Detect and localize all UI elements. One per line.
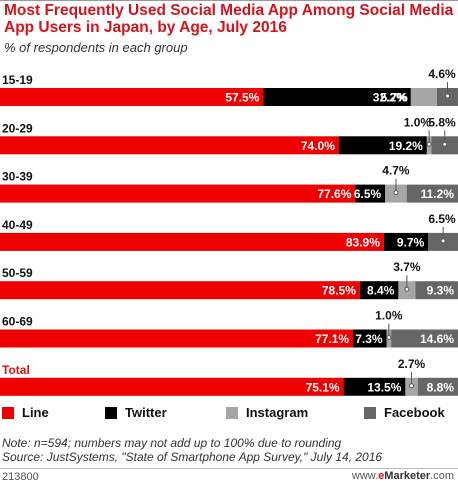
data-label-instagram-30-39: 4.7% — [382, 164, 410, 178]
category-label-40-49: 40-49 — [2, 218, 33, 232]
brand-main: Marketer — [384, 470, 431, 482]
category-label-total: Total — [2, 363, 30, 377]
leader-dot-instagram-30-39 — [393, 190, 399, 196]
data-label-line-20-29: 74.0% — [301, 139, 335, 153]
category-label-60-69: 60-69 — [2, 315, 33, 329]
leader-dot-facebook-20-29 — [442, 141, 448, 147]
bar-line-50-59 — [0, 281, 360, 300]
leader-dot-instagram-50-59 — [404, 286, 410, 292]
legend-label-line: Line — [22, 405, 49, 420]
bar-twitter-total — [343, 377, 406, 396]
data-label-twitter-40-49: 9.7% — [397, 235, 425, 249]
data-label-line-40-49: 83.9% — [346, 235, 380, 249]
data-label-facebook-50-59: 9.3% — [427, 284, 455, 298]
bar-line-total — [0, 377, 344, 396]
chart-id: 213800 — [2, 471, 39, 483]
data-label-facebook-30-39: 11.2% — [421, 187, 455, 201]
top-rule — [0, 0, 458, 1]
bar-twitter-20-29 — [338, 136, 427, 155]
footer-rule — [0, 468, 458, 469]
legend-swatch-facebook — [364, 407, 376, 419]
leader-dot-facebook-15-19 — [444, 93, 450, 99]
leader-dot-facebook-40-49 — [440, 238, 446, 244]
bar-facebook-total — [417, 377, 458, 396]
data-label-twitter-50-59: 8.4% — [367, 284, 395, 298]
data-label-facebook-20-29: 5.8% — [428, 115, 456, 129]
data-label-facebook-40-49: 6.5% — [428, 212, 456, 226]
legend-swatch-twitter — [105, 407, 117, 419]
bar-line-30-39 — [0, 184, 356, 203]
data-label-facebook-60-69: 14.6% — [420, 332, 454, 346]
bar-facebook-30-39 — [406, 184, 458, 203]
category-label-20-29: 20-29 — [2, 121, 33, 135]
bar-twitter-50-59 — [359, 281, 399, 300]
data-label-line-30-39: 77.6% — [317, 187, 351, 201]
leader-dot-instagram-60-69 — [386, 335, 392, 340]
data-label-twitter-20-29: 19.2% — [389, 139, 423, 153]
chart-notes: Note: n=594; numbers may not add up to 1… — [2, 436, 382, 464]
bar-line-60-69 — [0, 329, 354, 348]
data-label-twitter-60-69: 7.3% — [355, 332, 383, 346]
category-label-50-59: 50-59 — [2, 266, 33, 280]
bar-twitter-30-39 — [355, 184, 386, 203]
brand-prefix: www. — [351, 470, 379, 482]
bar-twitter-15-19 — [263, 88, 411, 106]
data-label-twitter-30-39: 6.5% — [354, 187, 382, 201]
data-label-line-15-19: 57.5% — [225, 91, 259, 105]
data-label-instagram-60-69: 1.0% — [375, 309, 403, 323]
brand-e: e — [378, 470, 385, 482]
data-label-line-50-59: 78.5% — [322, 284, 356, 298]
brand-link[interactable]: www.eMarketer.com — [352, 470, 454, 482]
source-text: Source: JustSystems, "State of Smartphon… — [2, 450, 383, 464]
leader-dot-instagram-total — [409, 383, 415, 389]
data-label-instagram-50-59: 3.7% — [393, 260, 421, 274]
legend-label-instagram: Instagram — [246, 405, 309, 420]
bar-line-40-49 — [0, 232, 384, 251]
data-label-twitter-total: 13.5% — [367, 380, 401, 394]
chart-title: Most Frequently Used Social Media App Am… — [4, 2, 454, 36]
data-label-line-total: 75.1% — [306, 380, 340, 394]
bar-facebook-60-69 — [391, 329, 458, 348]
chart-subtitle: % of respondents in each group — [4, 40, 188, 55]
chart-legend: Line Twitter Instagram Facebook — [2, 405, 458, 421]
data-label-facebook-total: 8.8% — [427, 380, 455, 394]
data-label-facebook-15-19: 4.6% — [428, 67, 456, 81]
legend-swatch-line — [2, 407, 14, 419]
note-text: Note: n=594; numbers may not add up to 1… — [2, 436, 342, 450]
legend-label-twitter: Twitter — [125, 405, 167, 420]
legend-swatch-instagram — [226, 407, 238, 419]
data-label-twitter-15-19: 32.2% — [373, 91, 407, 105]
bar-twitter-60-69 — [353, 329, 387, 348]
leader-dot-instagram-20-29 — [426, 141, 432, 147]
data-label-instagram-20-29: 1.0% — [404, 115, 432, 129]
stacked-bar-chart: 15-19 57.5% 32.2%5.7% 4.6% 20-29 74.0% 19.2% 1.… — [0, 67, 458, 396]
data-label-instagram-15-19: 5.7% — [380, 91, 408, 105]
brand-suffix: .com — [430, 470, 454, 482]
bar-facebook-50-59 — [415, 281, 458, 300]
bar-twitter-40-49 — [383, 232, 429, 251]
bar-instagram-15-19 — [410, 88, 437, 106]
data-label-line-60-69: 77.1% — [315, 332, 349, 346]
bar-line-15-19 — [0, 88, 264, 106]
category-label-30-39: 30-39 — [2, 170, 33, 184]
bar-line-20-29 — [0, 136, 339, 155]
category-label-15-19: 15-19 — [2, 73, 33, 87]
data-label-instagram-total: 2.7% — [398, 357, 426, 371]
legend-label-facebook: Facebook — [384, 405, 445, 420]
